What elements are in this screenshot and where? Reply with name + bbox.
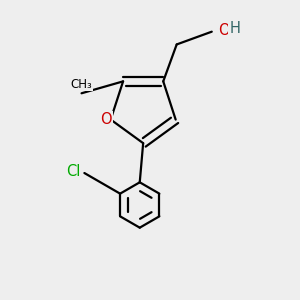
Text: O: O: [218, 23, 230, 38]
Text: H: H: [230, 21, 240, 36]
Text: O: O: [100, 112, 112, 127]
Text: CH₃: CH₃: [71, 77, 92, 91]
Text: Cl: Cl: [66, 164, 80, 179]
